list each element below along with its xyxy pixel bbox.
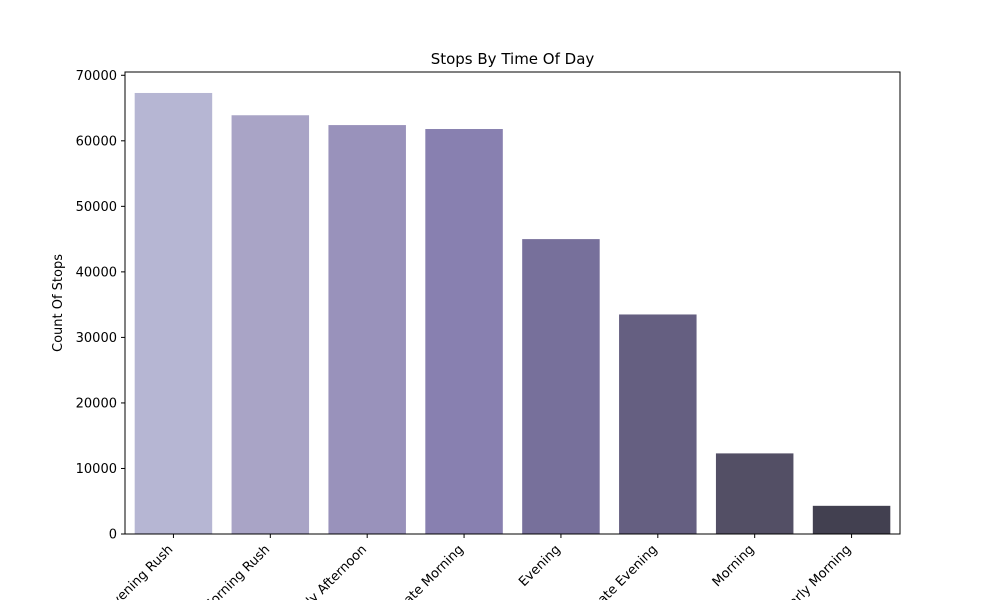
bar-6 (715, 453, 794, 534)
x-tick-label: Late Evening (590, 542, 660, 600)
bar-4 (522, 239, 600, 534)
x-tick-label: Evening (516, 542, 564, 590)
y-tick-label: 60000 (76, 134, 117, 149)
bar-3 (425, 129, 503, 535)
plot-frame (124, 71, 901, 535)
x-tick-label: Early Morning (780, 542, 854, 600)
y-axis-label: Count Of Stops (51, 254, 66, 352)
y-tick-label: 10000 (76, 462, 117, 477)
x-tick-label: Late Morning (396, 542, 467, 600)
chart-title: Stops By Time Of Day (431, 50, 595, 68)
x-tick-label: Evening Rush (103, 542, 176, 600)
y-tick-label: 20000 (76, 396, 117, 411)
x-axis-ticks: Evening Rush Morning Rush Early Afternoon L… (103, 534, 854, 604)
y-tick-label: 30000 (76, 331, 117, 346)
bar-0 (134, 92, 213, 534)
bars-layer (134, 92, 891, 535)
x-tick-label: Morning Rush (200, 542, 273, 600)
x-tick-label: Early Afternoon (288, 542, 370, 600)
x-tick-label: Morning (710, 542, 758, 590)
y-tick-label: 50000 (76, 200, 117, 215)
bar-2 (328, 125, 406, 535)
y-tick-label: 0 (109, 528, 117, 543)
y-tick-label: 70000 (76, 69, 117, 84)
y-tick-label: 40000 (76, 265, 117, 280)
y-axis-ticks: 0 10000 20000 30000 40000 50000 60000 70000 (76, 69, 125, 543)
bar-1 (231, 115, 310, 534)
bar-7 (812, 505, 891, 534)
bar-5 (619, 314, 697, 534)
